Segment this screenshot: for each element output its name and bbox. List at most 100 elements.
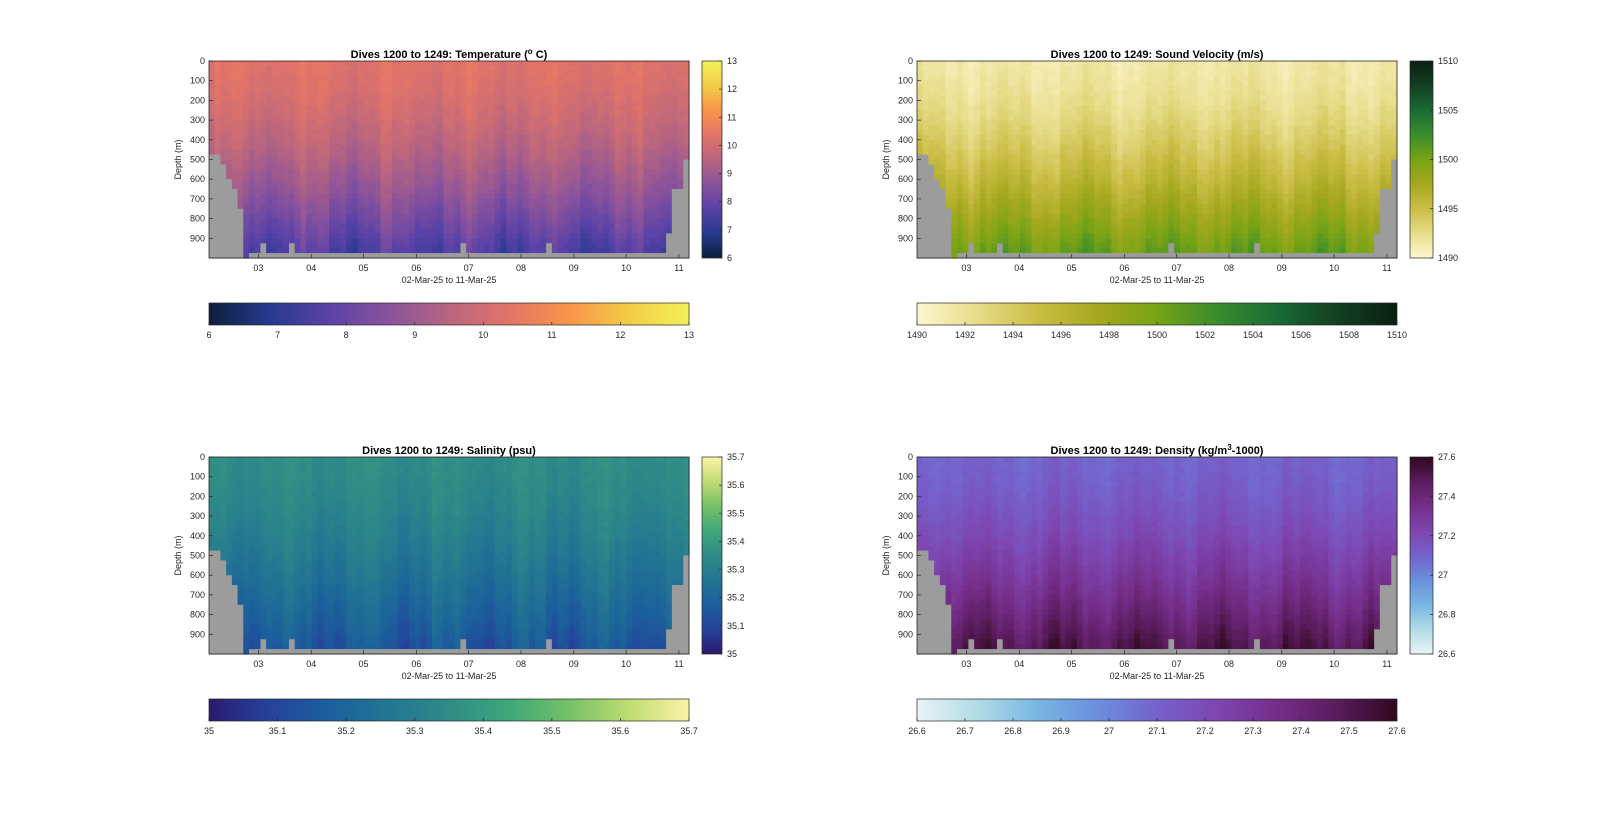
heatmap-cell: [591, 70, 599, 77]
heatmap-cell: [1117, 233, 1124, 239]
heatmap-cell: [631, 120, 639, 126]
heatmap-cell: [677, 248, 684, 254]
heatmap-cell: [431, 149, 439, 156]
heatmap-cell: [677, 120, 684, 126]
heatmap-cell: [1134, 228, 1141, 234]
heatmap-cell: [1111, 238, 1118, 244]
heatmap-cell: [437, 179, 444, 185]
heatmap-cell: [363, 75, 370, 82]
heatmap-cell: [289, 243, 296, 249]
heatmap-cell: [1117, 90, 1124, 97]
heatmap-cell: [506, 174, 513, 180]
heatmap-cell: [391, 139, 399, 146]
heatmap-cell: [580, 61, 587, 67]
heatmap-cell: [928, 105, 935, 111]
heatmap-cell: [563, 139, 570, 146]
heatmap-cell: [922, 85, 930, 92]
heatmap-cell: [317, 233, 324, 239]
heatmap-cell: [437, 218, 444, 225]
heatmap-cell: [483, 243, 490, 249]
heatmap-cell: [1071, 125, 1078, 131]
heatmap-cell: [917, 129, 924, 136]
heatmap-cell: [979, 154, 987, 161]
heatmap-cell: [431, 238, 439, 244]
heatmap-cell: [226, 223, 233, 230]
heatmap-cell: [517, 129, 524, 136]
heatmap-cell: [369, 129, 376, 136]
heatmap-cell: [1117, 238, 1124, 244]
heatmap-cell: [523, 120, 530, 126]
heatmap-cell: [563, 100, 570, 106]
heatmap-cell: [437, 115, 444, 121]
heatmap-cell: [466, 159, 473, 166]
heatmap-cell: [357, 253, 364, 259]
heatmap-cell: [1077, 189, 1084, 195]
heatmap-cell: [654, 193, 662, 200]
heatmap-cell: [1014, 189, 1021, 195]
heatmap-cell: [266, 105, 273, 111]
heatmap-cell: [1065, 193, 1072, 200]
heatmap-cell: [483, 100, 490, 106]
heatmap-cell: [683, 105, 690, 111]
heatmap-cell: [609, 174, 616, 180]
heatmap-cell: [523, 208, 530, 215]
heatmap-cell: [403, 184, 410, 190]
heatmap-cell: [363, 139, 370, 146]
heatmap-cell: [323, 203, 330, 210]
heatmap-cell: [1128, 193, 1135, 200]
heatmap-cell: [637, 164, 644, 170]
heatmap-cell: [374, 85, 382, 92]
heatmap-cell: [271, 90, 279, 97]
heatmap-cell: [586, 154, 593, 161]
heatmap-cell: [294, 243, 302, 249]
heatmap-cell: [294, 139, 302, 146]
heatmap-cell: [523, 253, 530, 259]
x-tick-label: 03: [253, 263, 263, 273]
heatmap-cell: [380, 100, 387, 106]
heatmap-cell: [437, 100, 444, 106]
heatmap-cell: [340, 228, 347, 234]
heatmap-cell: [666, 134, 673, 141]
heatmap-cell: [317, 120, 324, 126]
heatmap-cell: [957, 120, 964, 126]
heatmap-cell: [962, 198, 970, 205]
heatmap-cell: [243, 125, 250, 131]
heatmap-cell: [1071, 110, 1078, 116]
heatmap-cell: [654, 203, 662, 210]
heatmap-cell: [1042, 110, 1050, 116]
heatmap-cell: [1117, 198, 1124, 205]
heatmap-cell: [506, 75, 513, 82]
heatmap-cell: [454, 218, 462, 225]
heatmap-cell: [614, 164, 622, 170]
heatmap-cell: [300, 110, 307, 116]
heatmap-cell: [991, 198, 998, 205]
heatmap-cell: [546, 223, 553, 230]
heatmap-cell: [1122, 120, 1130, 126]
heatmap-cell: [922, 169, 930, 175]
heatmap-cell: [1054, 174, 1061, 180]
heatmap-cell: [374, 198, 382, 205]
heatmap-cell: [477, 144, 484, 151]
y-tick-label: 200: [190, 95, 205, 105]
heatmap-cell: [1088, 100, 1095, 106]
heatmap-cell: [414, 223, 422, 230]
heatmap-cell: [1111, 120, 1118, 126]
heatmap-cell: [1025, 198, 1032, 205]
heatmap-cell: [591, 174, 599, 180]
heatmap-cell: [483, 203, 490, 210]
heatmap-cell: [226, 70, 233, 77]
heatmap-cell: [443, 233, 450, 239]
heatmap-cell: [569, 75, 576, 82]
heatmap-cell: [226, 179, 233, 185]
heatmap-cell: [534, 125, 542, 131]
heatmap-cell: [1088, 203, 1095, 210]
heatmap-cell: [945, 218, 952, 225]
heatmap-cell: [363, 223, 370, 230]
heatmap-cell: [603, 213, 610, 220]
heatmap-cell: [945, 125, 952, 131]
heatmap-cell: [409, 198, 416, 205]
heatmap-cell: [546, 120, 553, 126]
heatmap-cell: [1037, 248, 1044, 254]
heatmap-cell: [620, 61, 627, 67]
heatmap-cell: [346, 193, 353, 200]
